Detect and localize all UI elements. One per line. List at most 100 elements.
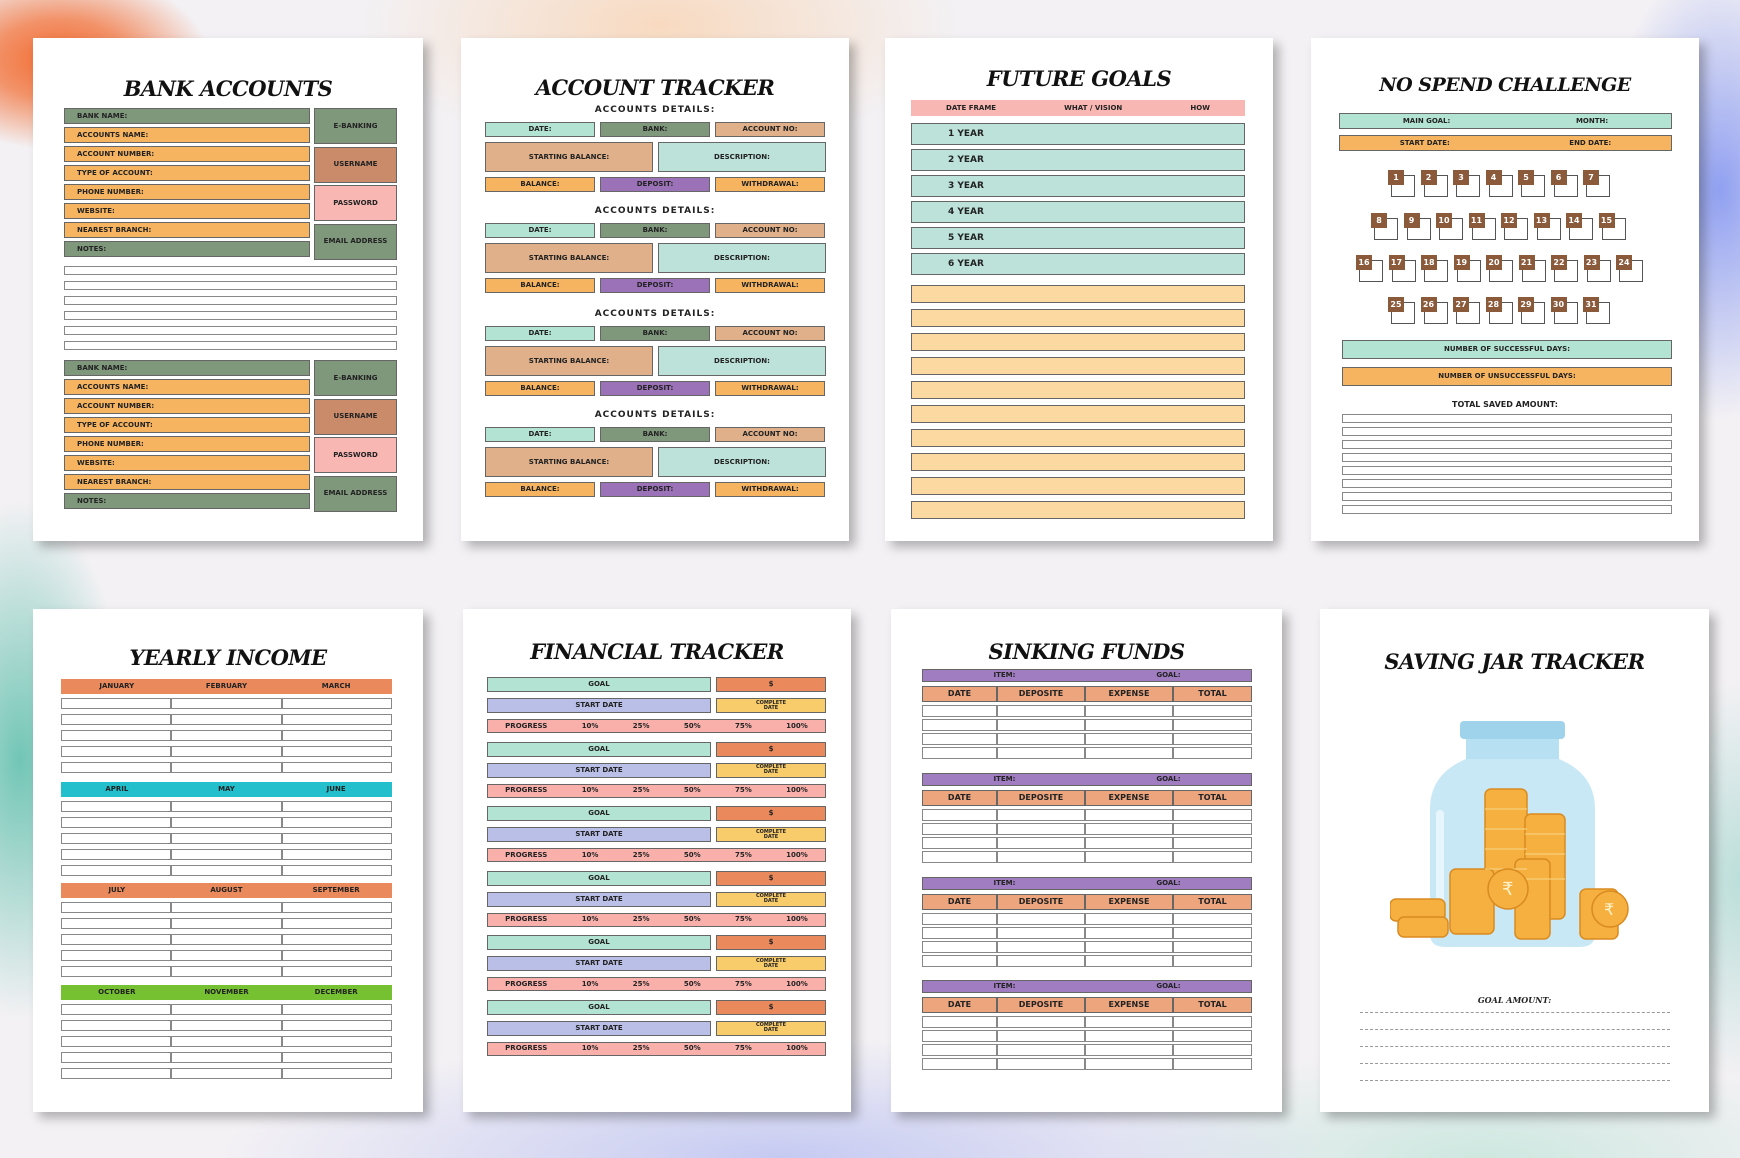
progress-bar[interactable]: PROGRESS 10% 25% 50% 75% 100% <box>487 977 826 991</box>
progress-step[interactable]: 25% <box>632 786 650 794</box>
fund-cell[interactable] <box>1173 747 1252 759</box>
income-cell[interactable] <box>281 934 392 945</box>
income-cell[interactable] <box>171 950 282 961</box>
goal-amount-line[interactable] <box>1360 1029 1670 1030</box>
tracker-field[interactable]: ACCOUNT NO: <box>715 223 825 238</box>
item-goal-row[interactable]: ITEM: GOAL: <box>922 980 1252 993</box>
income-cell[interactable] <box>171 865 282 876</box>
tracker-field[interactable]: BANK: <box>600 427 710 442</box>
income-cell[interactable] <box>281 849 392 860</box>
progress-step[interactable]: 25% <box>632 850 650 859</box>
bank-side-field[interactable]: E-BANKING <box>314 108 397 144</box>
income-cell[interactable] <box>61 902 172 913</box>
start-date-field[interactable]: START DATE <box>487 698 711 713</box>
bank-field[interactable]: PHONE NUMBER: <box>64 436 310 452</box>
progress-step[interactable]: 100% <box>786 979 808 988</box>
day-checkbox[interactable]: 7 <box>1583 170 1610 197</box>
item-goal-row[interactable]: ITEM: GOAL: <box>922 877 1252 890</box>
fund-cell[interactable] <box>1173 927 1252 939</box>
income-cell[interactable] <box>61 817 172 828</box>
goal-year-row[interactable]: 2 YEAR <box>911 149 1245 171</box>
start-date-field[interactable]: START DATE <box>487 891 711 907</box>
day-checkbox[interactable]: 29 <box>1518 297 1545 324</box>
day-checkbox[interactable]: 21 <box>1518 255 1546 282</box>
tracker-field[interactable]: BANK: <box>600 326 710 341</box>
progress-step[interactable]: 50% <box>683 850 701 859</box>
bank-field[interactable]: WEBSITE: <box>64 203 310 219</box>
bank-side-field[interactable]: USERNAME <box>314 146 397 183</box>
total-saved-line[interactable] <box>1342 479 1672 488</box>
progress-step[interactable]: 100% <box>786 915 808 923</box>
progress-step[interactable]: 75% <box>735 979 752 988</box>
day-checkbox[interactable]: 31 <box>1583 297 1610 324</box>
fund-cell[interactable] <box>1085 747 1173 759</box>
income-cell[interactable] <box>171 698 282 709</box>
progress-step[interactable]: 25% <box>632 979 650 988</box>
fund-cell[interactable] <box>997 941 1085 953</box>
bank-field[interactable]: PHONE NUMBER: <box>64 184 310 200</box>
start-date-field[interactable]: START DATE <box>487 827 711 842</box>
bank-field[interactable]: ACCOUNT NUMBER: <box>64 398 310 414</box>
tracker-field[interactable]: DEPOSIT: <box>600 381 710 396</box>
unsuccessful-days-field[interactable]: NUMBER OF UNSUCCESSFUL DAYS: <box>1342 367 1672 386</box>
goal-field[interactable]: GOAL <box>487 935 711 950</box>
starting-balance-field[interactable]: STARTING BALANCE: <box>485 243 653 273</box>
income-cell[interactable] <box>281 833 392 844</box>
fund-cell[interactable] <box>997 927 1085 939</box>
fund-cell[interactable] <box>922 1030 997 1042</box>
goal-entry-row[interactable] <box>911 429 1245 447</box>
bank-field[interactable]: NEAREST BRANCH: <box>64 222 310 238</box>
goal-amount-line[interactable] <box>1360 1063 1670 1064</box>
fund-cell[interactable] <box>922 747 997 759</box>
goal-entry-row[interactable] <box>911 405 1245 423</box>
fund-cell[interactable] <box>1173 733 1252 745</box>
fund-cell[interactable] <box>922 837 997 849</box>
fund-cell[interactable] <box>1085 851 1173 863</box>
fund-cell[interactable] <box>1173 913 1252 925</box>
goal-year-row[interactable]: 1 YEAR <box>911 123 1245 145</box>
progress-step[interactable]: 100% <box>786 850 808 859</box>
day-checkbox[interactable]: 4 <box>1485 170 1513 197</box>
fund-cell[interactable] <box>922 955 997 967</box>
total-saved-line[interactable] <box>1342 440 1672 449</box>
day-checkbox[interactable]: 26 <box>1420 297 1448 324</box>
income-cell[interactable] <box>61 865 172 876</box>
day-checkbox[interactable]: 8 <box>1371 213 1398 240</box>
item-goal-row[interactable]: ITEM: GOAL: <box>922 773 1252 786</box>
income-cell[interactable] <box>281 762 392 773</box>
fund-cell[interactable] <box>1085 823 1173 835</box>
income-cell[interactable] <box>281 1020 392 1031</box>
fund-cell[interactable] <box>922 1044 997 1056</box>
progress-step[interactable]: 75% <box>735 786 752 794</box>
fund-cell[interactable] <box>922 719 997 731</box>
income-cell[interactable] <box>171 849 282 860</box>
progress-step[interactable]: 75% <box>735 850 752 859</box>
income-cell[interactable] <box>61 950 172 961</box>
fund-cell[interactable] <box>997 823 1085 835</box>
fund-cell[interactable] <box>997 913 1085 925</box>
progress-bar[interactable]: PROGRESS 10% 25% 50% 75% 100% <box>487 912 826 927</box>
day-checkbox[interactable]: 25 <box>1388 297 1415 324</box>
goal-amount-field[interactable]: $ <box>716 677 826 692</box>
fund-cell[interactable] <box>1085 1030 1173 1042</box>
day-checkbox[interactable]: 15 <box>1598 213 1626 240</box>
fund-cell[interactable] <box>1085 1016 1173 1028</box>
total-saved-line[interactable] <box>1342 427 1672 436</box>
tracker-field[interactable]: WITHDRAWAL: <box>715 381 825 396</box>
total-saved-line[interactable] <box>1342 466 1672 475</box>
progress-step[interactable]: 25% <box>632 1044 650 1052</box>
income-cell[interactable] <box>171 1004 282 1015</box>
goal-year-row[interactable]: 3 YEAR <box>911 175 1245 197</box>
progress-step[interactable]: 50% <box>683 979 701 988</box>
progress-step[interactable]: 25% <box>632 915 650 923</box>
fund-cell[interactable] <box>1173 837 1252 849</box>
tracker-field[interactable]: BANK: <box>600 223 710 238</box>
tracker-field[interactable]: DATE: <box>485 326 595 341</box>
income-cell[interactable] <box>281 950 392 961</box>
fund-cell[interactable] <box>922 705 997 717</box>
goal-entry-row[interactable] <box>911 309 1245 327</box>
income-cell[interactable] <box>61 762 172 773</box>
income-cell[interactable] <box>171 714 282 725</box>
fund-cell[interactable] <box>922 941 997 953</box>
notes-line[interactable] <box>64 341 397 350</box>
